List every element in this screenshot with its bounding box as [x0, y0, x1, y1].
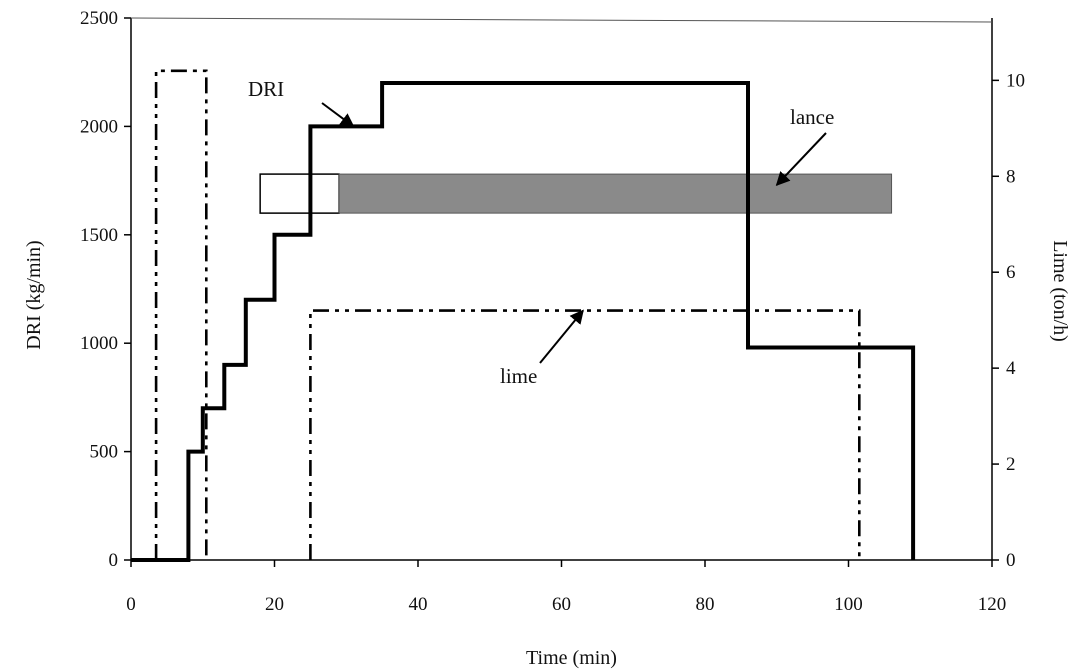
right-y-tick-label: 6 [1006, 262, 1016, 283]
right-y-tick-label: 0 [1006, 550, 1016, 571]
left-y-axis-title: DRI (kg/min) [23, 240, 45, 349]
x-axis-title: Time (min) [526, 647, 617, 669]
plot-area [131, 69, 916, 562]
tick-labels: 0 20 40 60 80 100 120 0 500 1000 1500 2000 2500 0 2 4 6 8… [80, 8, 1025, 615]
x-tick-label: 60 [552, 594, 571, 615]
annotation-lance-arrow [775, 132, 827, 186]
x-tick-label: 20 [265, 594, 284, 615]
right-y-axis-title: Lime (ton/h) [1049, 240, 1071, 342]
x-tick-label: 80 [696, 594, 715, 615]
lance-band-filled [338, 173, 893, 214]
axes [124, 17, 999, 567]
series-lime-line-1 [154, 69, 208, 560]
left-y-tick-label: 1000 [80, 333, 118, 354]
left-y-tick-label: 1500 [80, 225, 118, 246]
annotation-dri-arrow [321, 102, 355, 128]
annotations: DRI lance lime [248, 77, 834, 388]
annotation-lime-arrow [539, 309, 584, 364]
x-tick-label: 120 [978, 594, 1007, 615]
x-tick-label: 0 [126, 594, 136, 615]
plot-top-border [130, 17, 993, 23]
annotation-lime-label: lime [500, 364, 537, 388]
left-y-tick-label: 2000 [80, 116, 118, 137]
right-y-tick-label: 10 [1006, 70, 1025, 91]
annotation-dri-label: DRI [248, 77, 284, 101]
left-y-tick-label: 0 [109, 550, 119, 571]
x-tick-label: 40 [409, 594, 428, 615]
right-y-tick-label: 2 [1006, 454, 1016, 475]
annotation-lance-label: lance [790, 105, 834, 129]
lance-band-unfilled [259, 173, 340, 214]
left-y-tick-label: 2500 [80, 8, 118, 29]
series-dri-line [131, 81, 916, 562]
x-tick-label: 100 [834, 594, 863, 615]
right-y-tick-label: 4 [1006, 358, 1016, 379]
left-y-tick-label: 500 [90, 442, 119, 463]
right-y-tick-label: 8 [1006, 166, 1016, 187]
